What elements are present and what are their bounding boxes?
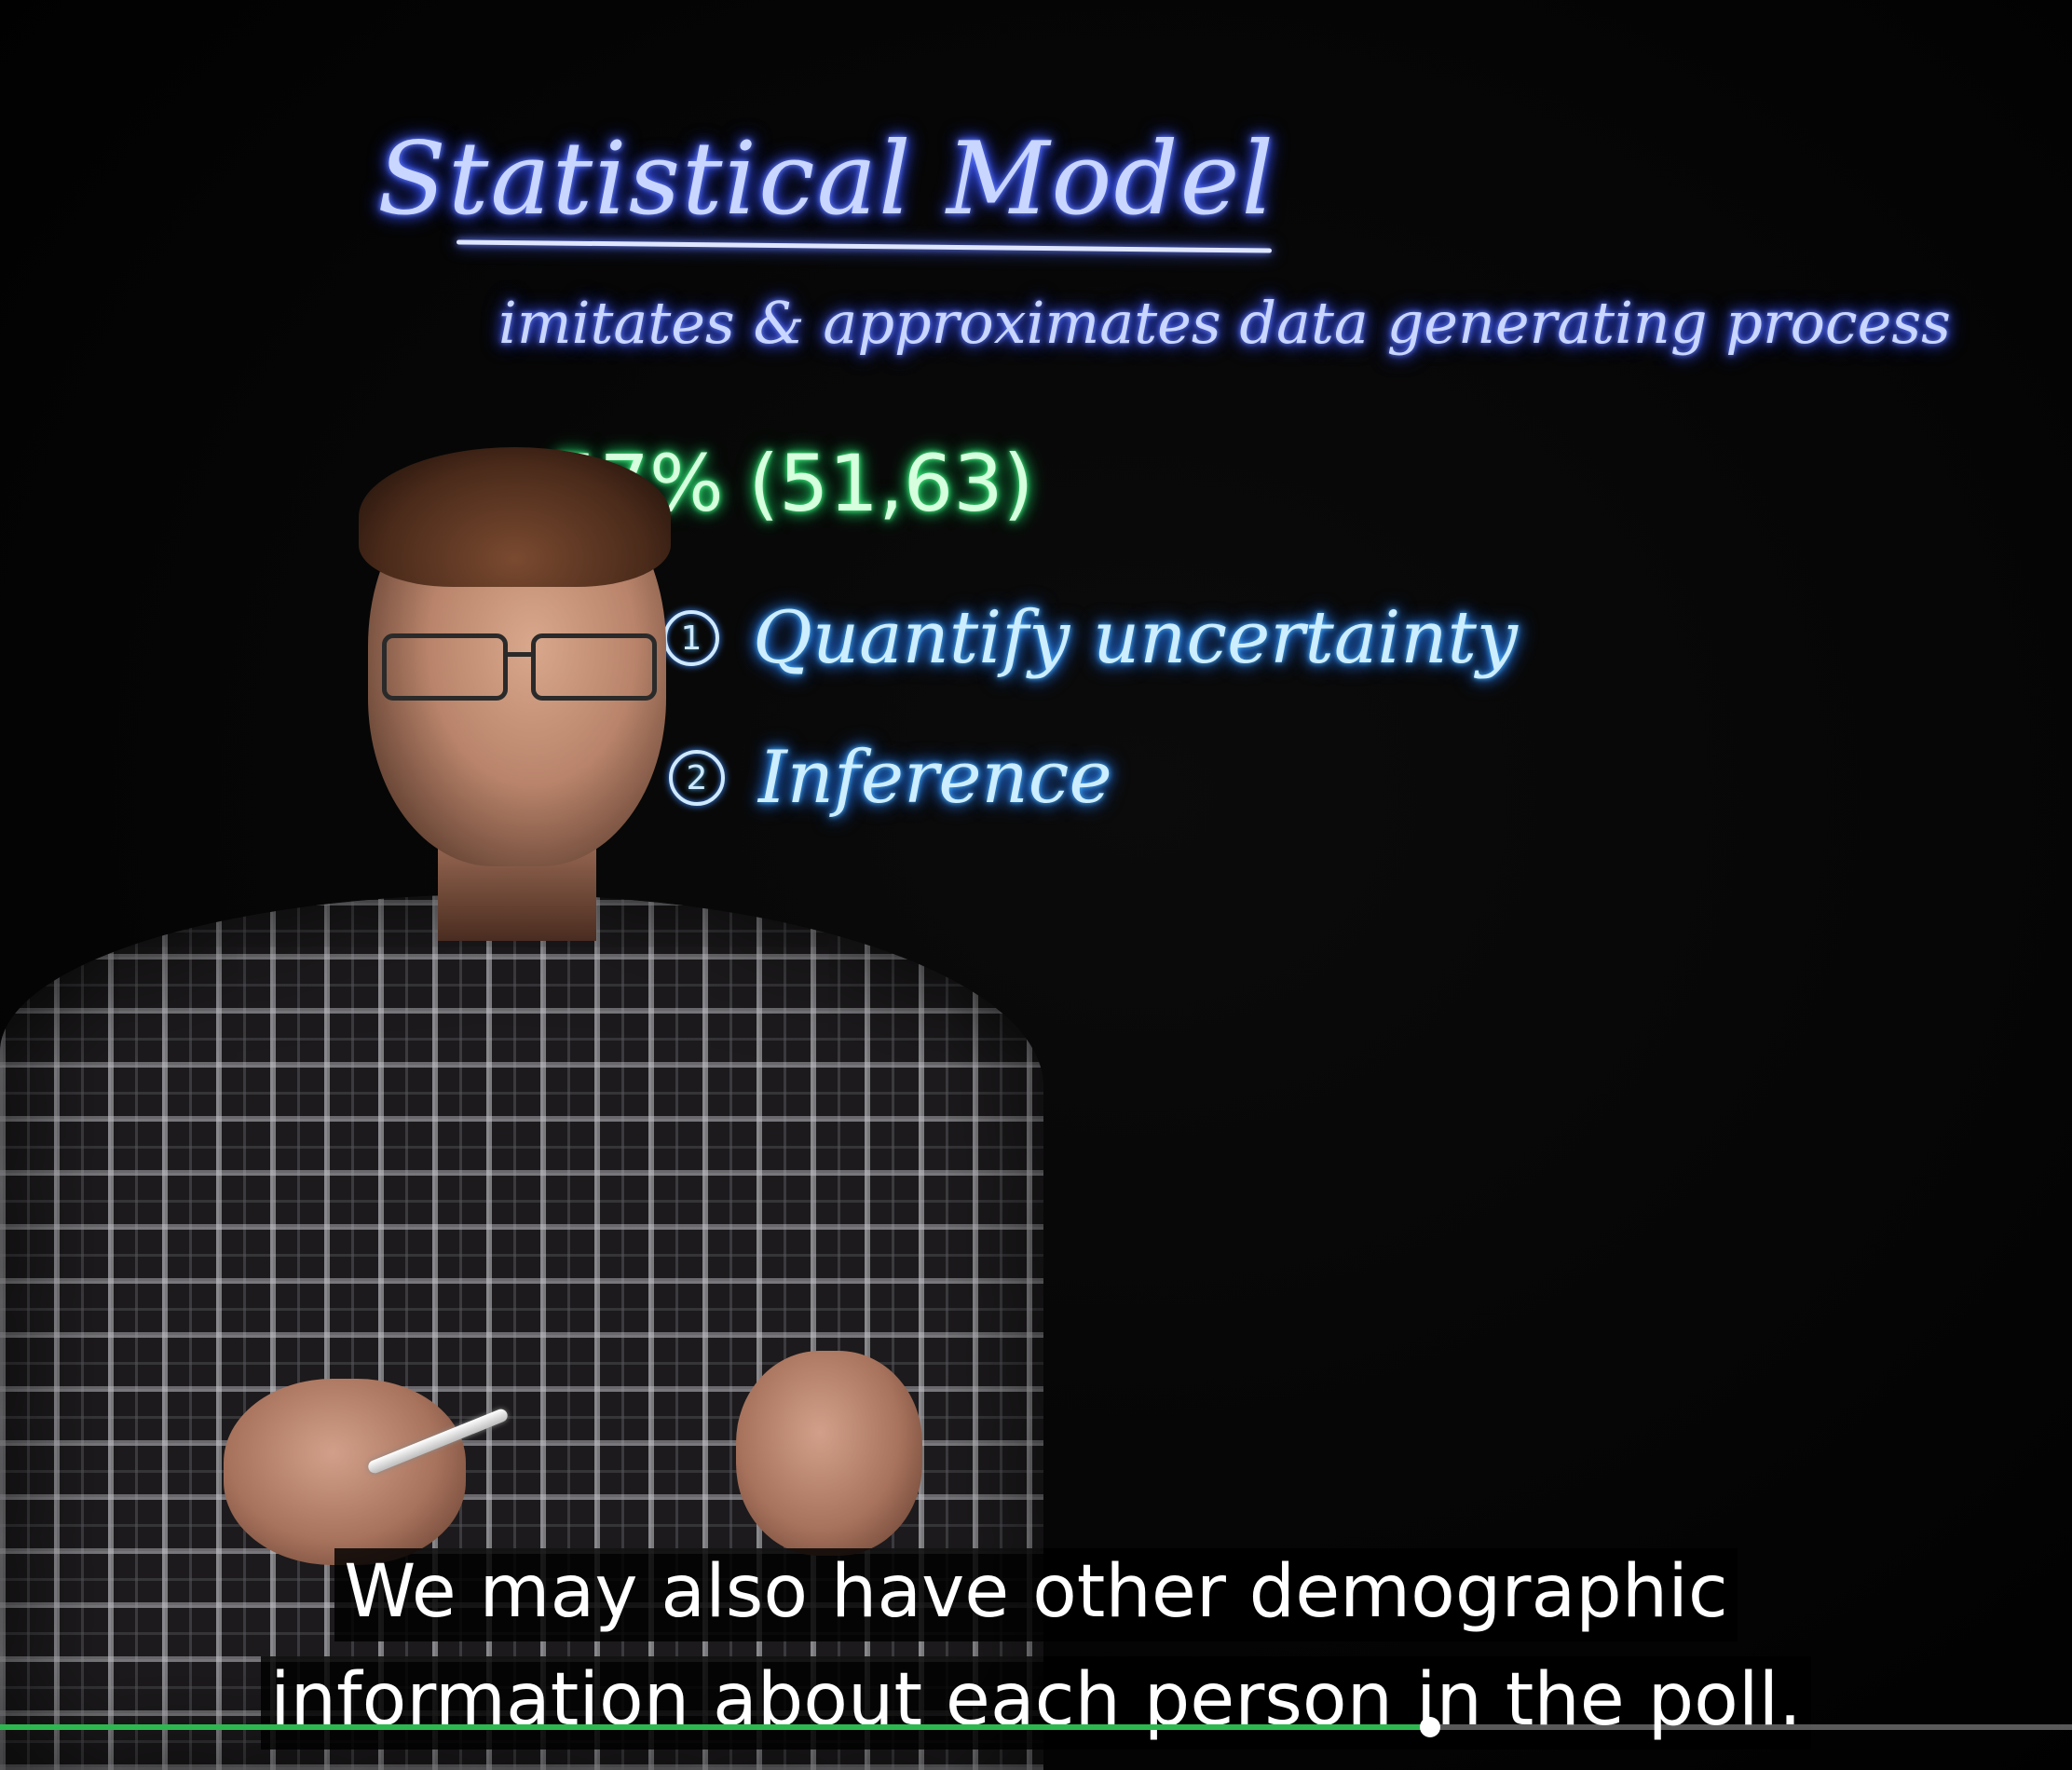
progress-bar[interactable] <box>0 1717 2072 1737</box>
progress-scrubber-handle[interactable] <box>1419 1717 1440 1737</box>
presenter-shirt <box>0 894 1043 1770</box>
presenter-left-hand <box>224 1379 466 1565</box>
title-underline <box>456 239 1273 253</box>
board-title: Statistical Model <box>377 121 1276 238</box>
list-item-label: Inference <box>758 736 1112 820</box>
glasses-lens-right <box>531 633 657 701</box>
caption-line-2-row: information about each person in the pol… <box>0 1656 2072 1750</box>
list-item-quantify-uncertainty: 1 Quantify uncertainty <box>663 596 1518 680</box>
caption-line-1-row: We may also have other demographic <box>0 1548 2072 1641</box>
glasses-lens-left <box>382 633 508 701</box>
list-number-badge: 2 <box>669 750 725 806</box>
glasses-bridge <box>503 652 531 657</box>
caption-line-2: information about each person in the pol… <box>261 1656 1811 1750</box>
presenter <box>0 438 1043 1770</box>
presenter-hair <box>359 447 671 587</box>
board-subtitle: imitates & approximates data generating … <box>498 289 1951 357</box>
presenter-glasses <box>363 633 671 701</box>
list-item-label: Quantify uncertainty <box>753 596 1518 680</box>
progress-played <box>0 1724 1430 1730</box>
list-item-inference: 2 Inference <box>669 736 1112 820</box>
presenter-right-hand <box>736 1351 922 1556</box>
caption-line-1: We may also have other demographic <box>334 1548 1738 1641</box>
